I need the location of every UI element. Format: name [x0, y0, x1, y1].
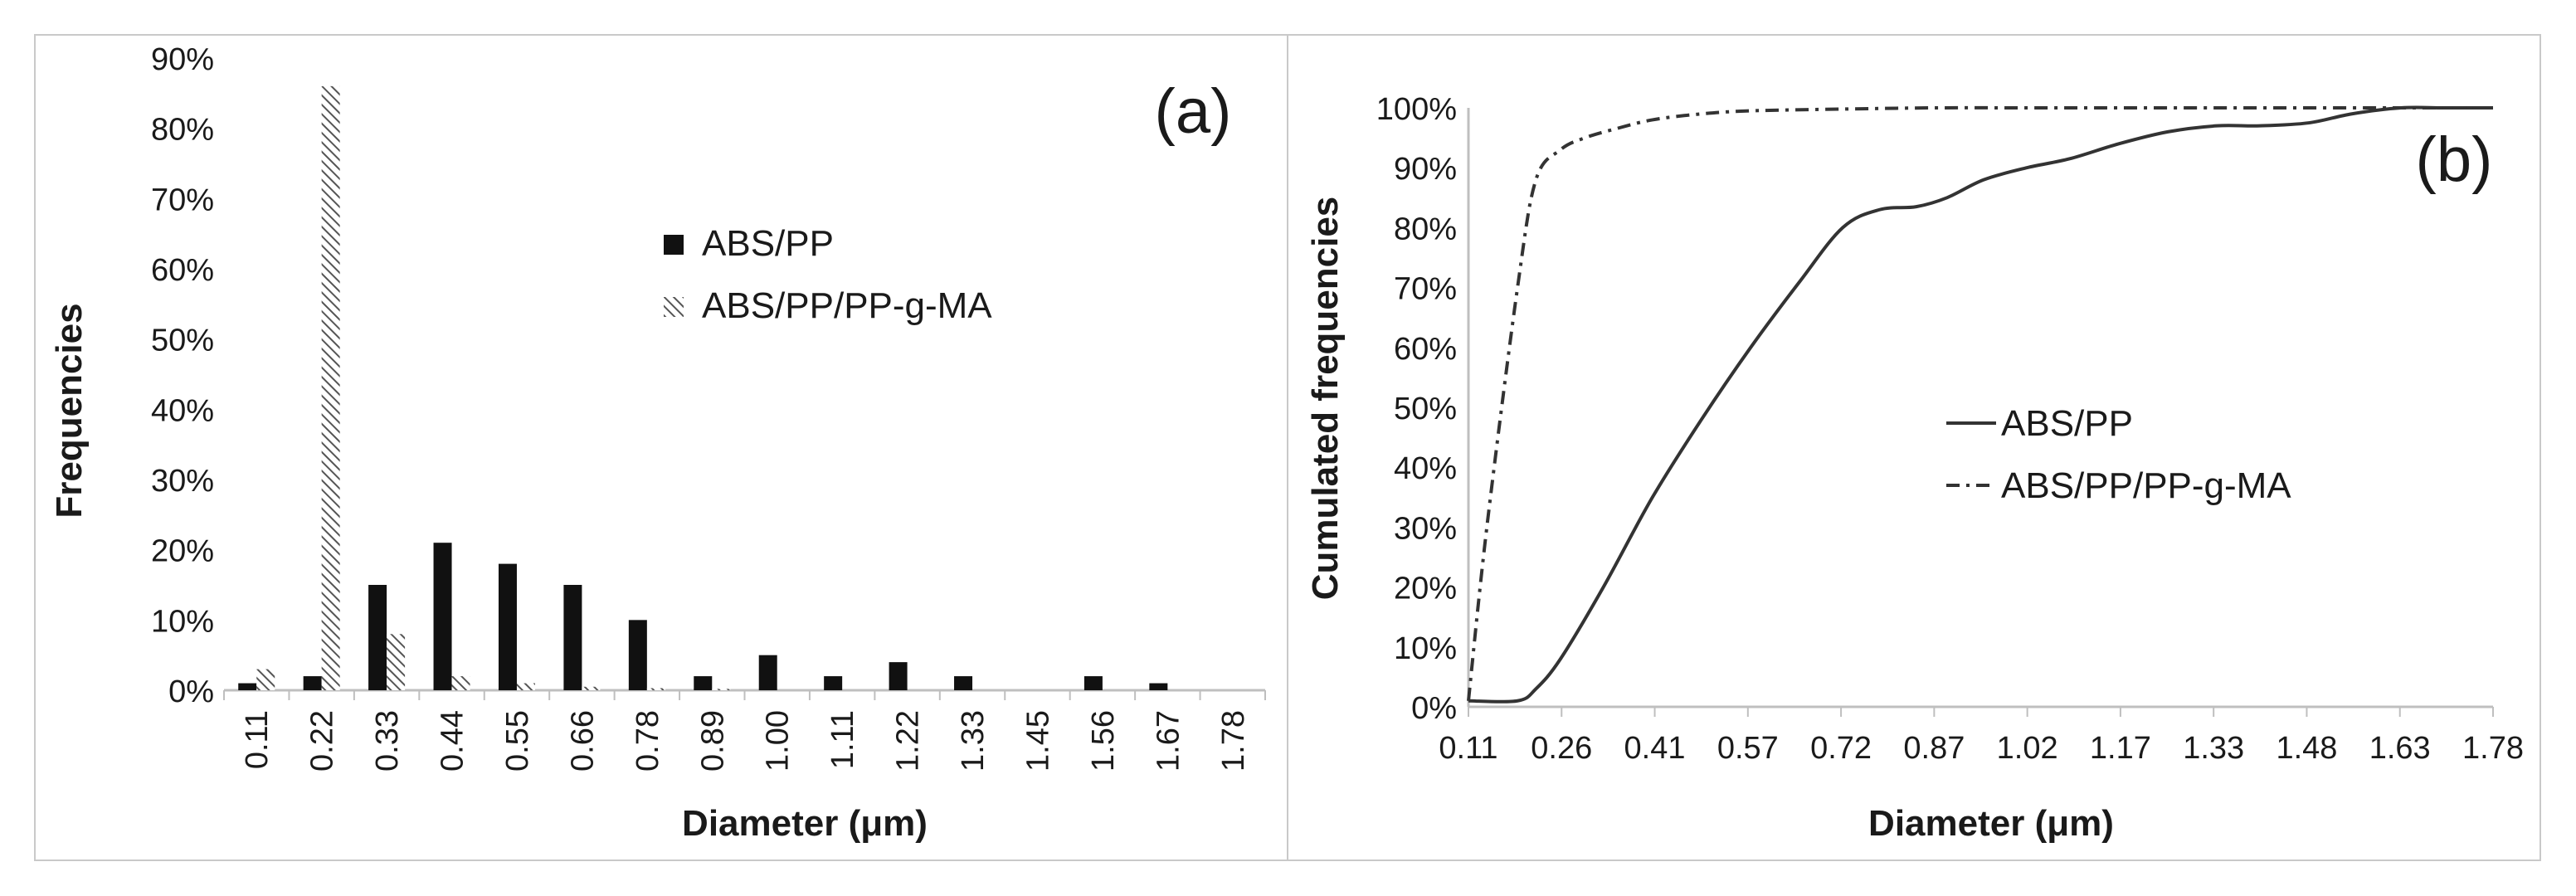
panel-b-x-axis-title: Diameter (μm) — [1868, 803, 2114, 844]
panel-a-y-tick-label: 50% — [151, 324, 214, 358]
panel-b-x-tick-label: 0.87 — [1903, 731, 1965, 766]
panel-a-y-tick-label: 70% — [151, 183, 214, 217]
panel-a-x-tick-label: 0.11 — [240, 710, 275, 769]
panel-b-legend: ABS/PP ABS/PP/PP-g-MA — [1946, 403, 2291, 506]
bar-abs-pp-pp-g-ma — [712, 689, 731, 690]
panel-b-y-tick-label: 60% — [1394, 332, 1457, 367]
bar-abs-pp — [238, 683, 257, 690]
panel-a-x-tick-label: 0.78 — [631, 710, 665, 772]
panel-a-x-axis-title: Diameter (μm) — [682, 803, 928, 844]
panel-b-y-tick-label: 100% — [1376, 92, 1457, 127]
panel-b-y-tick-label: 40% — [1394, 451, 1457, 486]
bar-abs-pp — [1149, 683, 1168, 690]
bar-abs-pp — [498, 563, 517, 690]
panel-a-x-tick-label: 1.56 — [1086, 710, 1121, 772]
bar-abs-pp — [954, 676, 973, 690]
legend-label-abs-pp-pp-g-ma: ABS/PP/PP-g-MA — [702, 285, 992, 326]
panel-b-x-tick-label: 1.02 — [1997, 731, 2058, 766]
bar-abs-pp — [889, 662, 908, 690]
legend-label-abs-pp-pp-g-ma-line: ABS/PP/PP-g-MA — [2001, 465, 2291, 506]
panel-a-y-tick-label: 30% — [151, 464, 214, 499]
panel-a-x-tick-label: 0.55 — [500, 710, 535, 772]
panel-a-y-axis-title: Frequencies — [49, 303, 90, 518]
panel-a-plot: 0% 10% 20% 30% 40% 50% 60% 70% 80% 90% 0.11 0.22 0.3… — [151, 42, 1266, 772]
panel-b-x-tick-label: 0.26 — [1531, 731, 1592, 766]
panel-a-y-tick-label: 80% — [151, 113, 214, 148]
panel-a-x-tick-label: 1.33 — [956, 710, 991, 772]
panel-a-x-tick-label: 1.11 — [825, 710, 860, 769]
bar-abs-pp-pp-g-ma — [387, 634, 406, 690]
bar-abs-pp — [628, 620, 647, 690]
panel-b-y-tick-label: 80% — [1394, 212, 1457, 246]
panel-a-x-tick-label: 1.67 — [1151, 710, 1186, 772]
bar-abs-pp — [433, 543, 452, 690]
panel-b-y-tick-label: 20% — [1394, 572, 1457, 606]
bar-abs-pp-pp-g-ma — [321, 85, 340, 690]
panel-a-x-tick-label: 0.22 — [305, 710, 340, 772]
panel-a-y-tick-label: 20% — [151, 534, 214, 569]
panel-a-x-tick-label: 1.22 — [891, 710, 926, 772]
panel-a-x-tick-label: 0.44 — [436, 710, 470, 772]
panel-b-x-tick-label: 1.48 — [2276, 731, 2337, 766]
bar-abs-pp-pp-g-ma — [516, 683, 535, 690]
panel-b-x-tick-label: 0.57 — [1717, 731, 1779, 766]
panel-a-legend: ABS/PP ABS/PP/PP-g-MA — [664, 223, 992, 326]
bar-abs-pp — [368, 585, 387, 690]
panel-b-plot: 0% 10% 20% 30% 40% 50% 60% 70% 80% 90% 100% 0.11 0.2… — [1376, 92, 2524, 766]
panel-b-x-tick-label: 0.41 — [1624, 731, 1686, 766]
bar-abs-pp-pp-g-ma — [582, 686, 601, 690]
panel-b-x-tick-label: 0.11 — [1439, 731, 1497, 766]
panel-a-x-tick-label: 1.45 — [1020, 710, 1055, 772]
bar-abs-pp — [563, 585, 582, 690]
panel-b-y-axis-title: Cumulated frequencies — [1305, 197, 1346, 601]
panel-b-y-tick-label: 90% — [1394, 152, 1457, 187]
bar-abs-pp — [758, 655, 777, 690]
bar-abs-pp — [694, 676, 713, 690]
panel-b-y-tick-label: 70% — [1394, 272, 1457, 307]
panel-a-y-tick-label: 60% — [151, 253, 214, 288]
bar-abs-pp — [303, 676, 322, 690]
panel-a-x-tick-label: 1.00 — [761, 710, 796, 772]
panel-a-y-tick-label: 0% — [168, 674, 214, 709]
panel-a-y-tick-label: 40% — [151, 393, 214, 428]
panel-a-x-tick-label: 0.66 — [565, 710, 600, 772]
panel-a-y-tick-label: 90% — [151, 42, 214, 77]
line-abs-pp — [1468, 105, 2493, 704]
panel-b-x-tick-label: 1.17 — [2090, 731, 2151, 766]
panel-a-x-tick-label: 1.78 — [1216, 710, 1251, 772]
bar-abs-pp — [824, 676, 843, 690]
panel-a-x-tick-label: 0.89 — [695, 710, 730, 772]
bar-abs-pp-pp-g-ma — [256, 669, 275, 690]
panel-a-y-tick-label: 10% — [151, 604, 214, 639]
line-abs-pp-pp-g-ma — [1467, 105, 2493, 701]
bar-abs-pp — [1083, 676, 1103, 690]
panel-b-y-tick-label: 30% — [1394, 511, 1457, 546]
panel-b-x-tick-label: 1.78 — [2462, 731, 2524, 766]
panel-a-x-tick-label: 0.33 — [370, 710, 405, 772]
panel-b-x-tick-label: 0.72 — [1810, 731, 1872, 766]
panel-b-y-tick-label: 0% — [1411, 691, 1457, 726]
panel-b-y-tick-label: 10% — [1394, 631, 1457, 666]
panel-b-frame — [1287, 34, 2541, 861]
legend-swatch-abs-pp-pp-g-ma — [664, 297, 684, 317]
panel-b-label: (b) — [2416, 124, 2493, 195]
bar-abs-pp-pp-g-ma — [451, 676, 470, 690]
legend-label-abs-pp: ABS/PP — [702, 223, 834, 264]
panel-b-y-tick-label: 50% — [1394, 392, 1457, 426]
panel-a-label: (a) — [1155, 76, 1232, 147]
panel-b-x-tick-label: 1.63 — [2369, 731, 2431, 766]
legend-swatch-abs-pp — [664, 235, 684, 255]
panel-b-x-tick-label: 1.33 — [2183, 731, 2244, 766]
legend-label-abs-pp-line: ABS/PP — [2001, 403, 2133, 444]
bar-abs-pp-pp-g-ma — [646, 688, 665, 690]
